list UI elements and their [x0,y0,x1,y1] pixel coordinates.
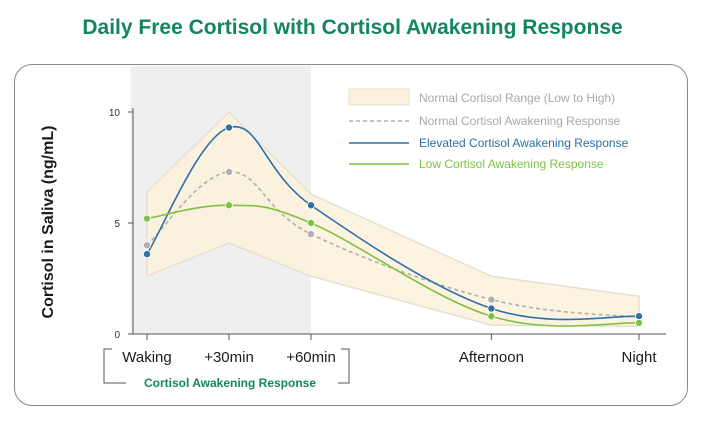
normal-car-point [224,167,233,176]
low-car-point [142,214,151,223]
y-tick-label: 10 [109,108,121,119]
normal-car-point [306,230,315,239]
y-tick-label: 5 [114,219,120,230]
elevated-car-line [146,125,640,321]
elevated-car-point [142,250,151,259]
elevated-car-point [487,304,496,313]
chart-frame [14,64,688,406]
normal-car-point [142,241,151,250]
car-label: Cortisol Awakening Response [144,376,316,390]
x-tick-label: Waking [122,349,171,366]
legend: Normal Cortisol Range (Low to High) Norma… [348,88,629,171]
low-car-point [306,218,315,227]
legend-label: Normal Cortisol Awakening Response [419,114,621,128]
low-car-point [224,201,233,210]
legend-label: Low Cortisol Awakening Response [419,157,604,171]
chart-title: Daily Free Cortisol with Cortisol Awaken… [82,16,623,39]
x-tick-label: +60min [286,349,336,366]
y-tick-label: 0 [114,330,120,341]
x-tick-label: +30min [204,349,254,366]
legend-label: Normal Cortisol Range (Low to High) [419,91,615,105]
normal-car-point [487,295,496,304]
low-car-point [487,312,496,321]
low-car-line [146,204,640,327]
low-car-point [635,318,644,327]
elevated-car-point [635,312,644,321]
elevated-car-point [306,201,315,210]
x-tick-label: Night [621,349,657,366]
car-bracket [103,348,350,384]
legend-swatch-band [348,88,410,106]
elevated-car-point [224,123,233,132]
legend-label: Elevated Cortisol Awakening Response [419,136,629,150]
x-tick-label: Afternoon [459,349,524,366]
y-axis-label: Cortisol in Saliva (ng/mL) [40,126,57,319]
